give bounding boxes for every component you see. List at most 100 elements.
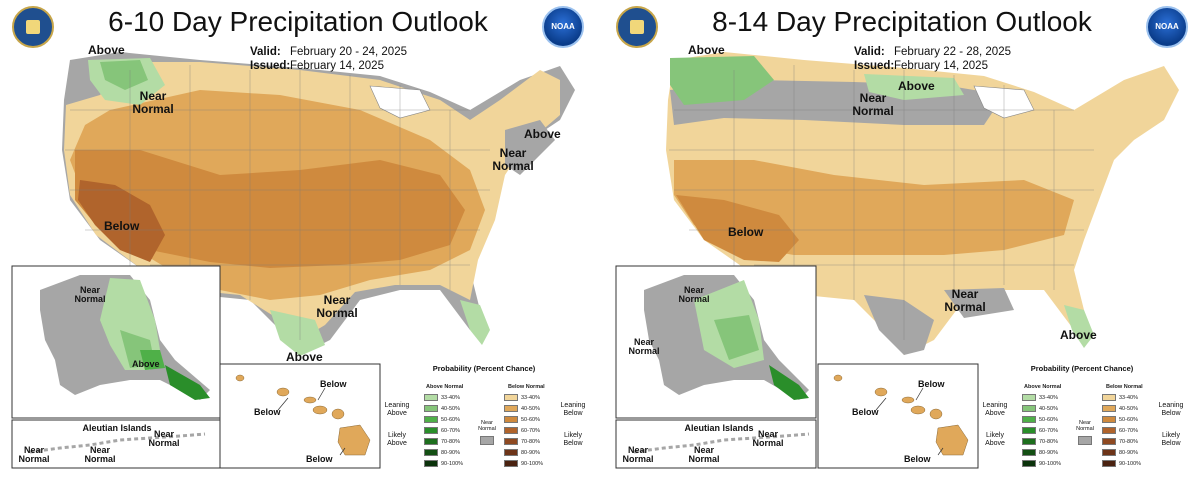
map-label: Below (104, 219, 140, 233)
map-label: Above (1060, 328, 1097, 342)
alaska-label: Near Normal (678, 285, 710, 305)
aleutian-inset (615, 419, 817, 469)
page-title: 6-10 Day Precipitation Outlook (108, 6, 488, 37)
aleutian-islands-shape (29, 432, 206, 454)
legend-above-swatch (424, 427, 438, 434)
legend-below-swatch (504, 438, 518, 445)
legend-below-range-label: 90-100% (521, 461, 544, 467)
legend-below-range-label: 50-60% (521, 417, 540, 423)
noaa-logo-text: NOAA (551, 22, 575, 31)
legend-below-swatch (504, 427, 518, 434)
map-label: Near Normal (492, 146, 534, 173)
alaska-label: Near Normal (74, 285, 106, 305)
legend-below-range-label: 50-60% (1119, 417, 1138, 423)
precip-map-8-14 (615, 52, 1179, 469)
hawaii-leader-lines (875, 387, 944, 456)
issued-value: February 14, 2025 (290, 60, 384, 72)
legend-above-swatch (1022, 438, 1036, 445)
near-normal-region-ne (505, 120, 555, 175)
near-normal-region-gulf (944, 288, 1014, 318)
legend-leaning-above: Leaning Above (982, 402, 1008, 417)
legend-above-range-label: 90-100% (1039, 461, 1062, 467)
aleutian-label: Near Normal (84, 445, 116, 465)
above-40-50-region-nw (100, 60, 148, 90)
noaa-logo-text: NOAA (1155, 22, 1179, 31)
legend-below-header: Below Normal (508, 384, 545, 390)
above-33-40-region-tx (270, 310, 325, 356)
legend-above-swatch (1022, 416, 1036, 423)
outlook-panel-8-14: NOAA 8-14 Day Precipitation Outlook Vali… (604, 0, 1200, 486)
valid-label: Valid: (250, 46, 281, 58)
legend-below-range-label: 70-80% (1119, 439, 1138, 445)
legend-above-swatch (1022, 394, 1036, 401)
hawaii-islands (833, 374, 969, 456)
alaska-above-50-60 (140, 350, 165, 370)
legend-likely-below: Likely Below (563, 432, 583, 447)
aleutian-label: Near Normal (752, 429, 784, 449)
legend-below-range-label: 40-50% (521, 406, 540, 412)
valid-value: February 22 - 28, 2025 (894, 46, 1011, 58)
hawaii-label: Below (306, 454, 333, 464)
map-label: Near Normal (944, 287, 986, 314)
valid-line: Valid: February 20 - 24, 2025 (250, 46, 407, 58)
legend-above-swatch (1022, 449, 1036, 456)
legend-below-swatch (1102, 394, 1116, 401)
valid-line: Valid: February 22 - 28, 2025 (854, 46, 1011, 58)
hawaii-leader-lines (277, 387, 346, 456)
map-label: Near Normal (132, 89, 174, 116)
legend-below-swatch (504, 449, 518, 456)
above-33-40-region-fl (1064, 305, 1094, 348)
valid-label: Valid: (854, 46, 885, 58)
legend-below-range-label: 90-100% (1119, 461, 1142, 467)
legend-above-range-label: 60-70% (441, 428, 460, 434)
aleutian-label: Near Normal (622, 445, 654, 465)
legend-title: Probability (Percent Chance) (1030, 364, 1134, 373)
alaska-panhandle-above (769, 365, 809, 400)
legend: Probability (Percent Chance) Above Norma… (384, 364, 596, 474)
legend-title: Probability (Percent Chance) (432, 364, 536, 373)
legend-below-range-label: 33-40% (1119, 395, 1138, 401)
legend: Probability (Percent Chance) Above Norma… (982, 364, 1194, 474)
legend-below-swatch (1102, 438, 1116, 445)
alaska-panhandle-above (165, 365, 210, 400)
legend-likely-below: Likely Below (1161, 432, 1181, 447)
legend-above-swatch (1022, 460, 1036, 467)
outlook-panel-6-10: NOAA 6-10 Day Precipitation Outlook Vali… (0, 0, 596, 486)
noaa-logo-icon: NOAA (1146, 6, 1188, 48)
legend-leaning-below: Leaning Below (1158, 402, 1184, 417)
legend-above-swatch (424, 460, 438, 467)
legend-above-swatch (424, 438, 438, 445)
issued-label: Issued: (854, 60, 895, 72)
above-33-40-region-fl (460, 300, 490, 345)
legend-leaning-above: Leaning Above (384, 402, 410, 417)
map-label: Above (286, 350, 323, 364)
hawaii-label: Below (320, 379, 347, 389)
legend-below-swatch (1102, 460, 1116, 467)
issued-line: Issued:February 14, 2025 (854, 60, 988, 72)
legend-above-range-label: 50-60% (441, 417, 460, 423)
hawaii-label: Below (852, 407, 879, 417)
legend-near-swatch (480, 436, 494, 445)
map-label: Near Normal (316, 293, 358, 320)
hawaii-label: Below (918, 379, 945, 389)
legend-below-range-label: 70-80% (521, 439, 540, 445)
aleutian-islands-shape (633, 432, 810, 454)
aleutian-label: Near Normal (688, 445, 720, 465)
valid-value: February 20 - 24, 2025 (290, 46, 407, 58)
legend-below-swatch (1102, 405, 1116, 412)
hawaii-islands (235, 374, 371, 456)
issued-label: Issued: (250, 60, 291, 72)
legend-near-swatch (1078, 436, 1092, 445)
seal-icon (616, 6, 658, 48)
legend-below-swatch (504, 405, 518, 412)
legend-below-swatch (1102, 427, 1116, 434)
legend-below-swatch (1102, 449, 1116, 456)
legend-above-swatch (1022, 405, 1036, 412)
noaa-logo-icon: NOAA (542, 6, 584, 48)
above-33-40-region-north (864, 74, 964, 100)
aleutian-label: Near Normal (18, 445, 50, 465)
legend-below-range-label: 80-90% (1119, 450, 1138, 456)
alaska-above-40-50 (714, 315, 759, 360)
map-label: Below (728, 225, 764, 239)
legend-below-header: Below Normal (1106, 384, 1143, 390)
